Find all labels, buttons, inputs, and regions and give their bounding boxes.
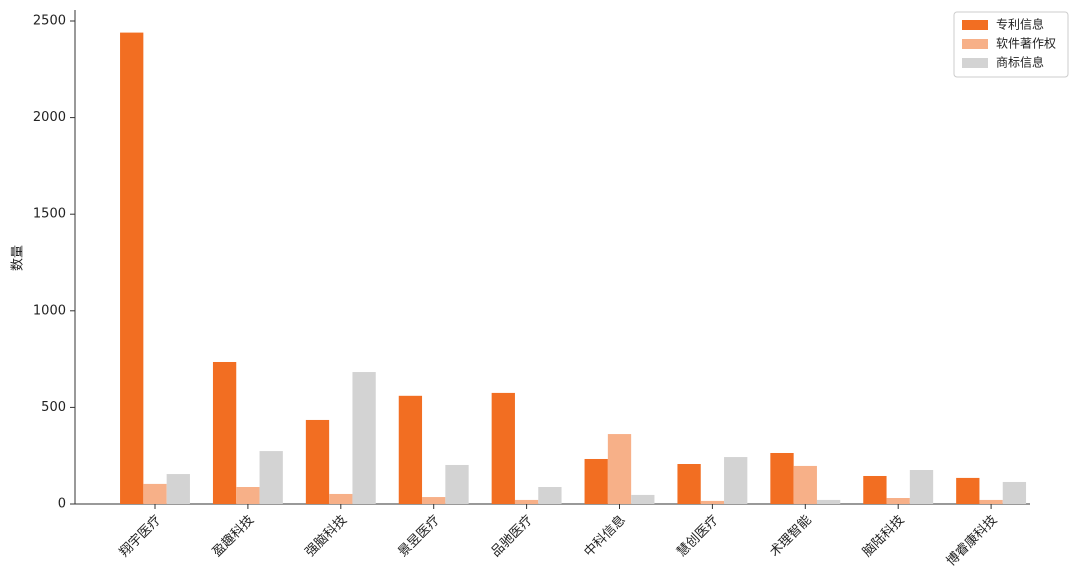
bar (886, 498, 910, 504)
bar (770, 452, 794, 504)
bar (538, 486, 562, 504)
legend-label: 商标信息 (996, 55, 1044, 70)
y-tick-label: 1000 (33, 303, 66, 318)
bar (956, 477, 980, 504)
bar (700, 500, 725, 504)
bar (422, 497, 446, 504)
legend-swatch (962, 39, 988, 49)
x-tick-label: 强脑科技 (303, 513, 350, 560)
x-tick-label: 脑陆科技 (859, 512, 907, 560)
y-tick-label: 1500 (33, 207, 66, 222)
x-tick-label: 盈趣科技 (210, 513, 257, 560)
y-tick-label: 2000 (33, 110, 66, 125)
bar (1002, 481, 1027, 504)
bar (352, 372, 376, 504)
legend-label: 专利信息 (996, 17, 1044, 32)
bar (793, 465, 817, 504)
y-tick-label: 500 (41, 400, 66, 415)
bar (816, 499, 841, 504)
bar (398, 395, 423, 504)
y-tick-label: 0 (58, 497, 66, 512)
bar (166, 474, 190, 504)
bar (120, 32, 144, 504)
x-tick-label: 景昱医疗 (396, 513, 443, 560)
bar (329, 493, 353, 504)
bar (979, 499, 1003, 504)
legend-label: 软件著作权 (996, 37, 1056, 51)
bar (607, 434, 632, 504)
bar (631, 494, 655, 504)
x-tick-label: 中科信息 (581, 512, 629, 560)
bar (491, 392, 515, 504)
y-tick-label: 2500 (33, 14, 66, 29)
y-axis-label: 数量 (11, 245, 26, 271)
x-tick-label: 术理智能 (767, 513, 814, 560)
bar (724, 457, 748, 504)
x-tick-label: 品驰医疗 (489, 513, 536, 560)
bar (514, 499, 539, 504)
x-tick-label: 博睿康科技 (943, 512, 1000, 569)
legend-swatch (962, 20, 988, 30)
bar (143, 483, 167, 504)
bar (584, 458, 608, 504)
bar (863, 475, 887, 504)
bar (259, 451, 283, 504)
x-tick-label: 翔宇医疗 (117, 513, 164, 560)
bar (212, 361, 237, 504)
legend-swatch (962, 58, 988, 68)
bar (305, 419, 330, 504)
bar (236, 486, 260, 504)
x-tick-label: 慧创医疗 (674, 512, 722, 560)
bar (445, 464, 469, 504)
bar (677, 464, 701, 504)
bar (909, 469, 934, 504)
